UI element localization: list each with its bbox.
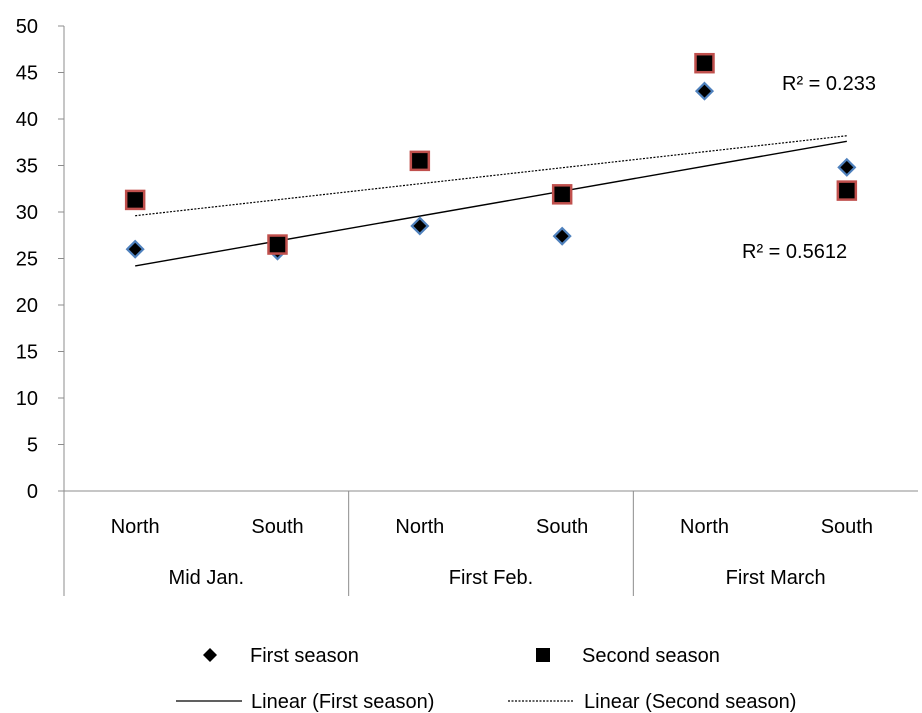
data-points [124,52,858,261]
legend-marker-second-season [536,648,550,662]
y-tick-label: 0 [27,481,38,503]
r2-label: R² = 0.5612 [742,241,847,263]
x-category-label: North [395,516,444,538]
y-tick-label: 50 [16,16,38,38]
trendline-second-season [135,135,847,217]
legend-label: Second season [582,645,720,667]
x-category-label: South [536,516,588,538]
legend-label: First season [250,645,359,667]
trendline-first-season [135,140,847,267]
legend-label: Linear (Second season) [584,691,796,713]
first-season-point [837,157,857,177]
y-tick-label: 35 [16,156,38,178]
second-season-point [267,234,288,255]
y-tick-label: 5 [27,435,38,457]
legend-label: Linear (First season) [251,691,434,713]
first-season-point [410,216,430,236]
x-group-label: First Feb. [449,567,533,589]
second-season-point [124,189,146,211]
y-tick-label: 25 [16,249,38,271]
second-season-point [551,184,573,205]
second-season-point [836,180,858,201]
y-tick-label: 45 [16,63,38,85]
r-squared-labels: R² = 0.5612 R² = 0.233 [742,73,876,263]
first-season-point [694,81,715,101]
x-category-label: South [251,516,303,538]
first-season-point [552,226,572,246]
y-tick-label: 15 [16,342,38,364]
legend: First season Second season Linear (First s… [176,645,796,713]
r2-label: R² = 0.233 [782,73,876,95]
x-category-label: South [821,516,873,538]
legend-marker-first-season [203,648,217,662]
y-tick-label: 10 [16,388,38,410]
second-season-point [694,52,715,74]
x-group-label: First March [726,567,826,589]
second-season-point [409,150,431,172]
axes [63,26,918,596]
x-group-label: Mid Jan. [169,567,245,589]
x-category-label: North [680,516,729,538]
y-tick-label: 20 [16,295,38,317]
y-tick-label: 40 [16,109,38,131]
trendlines [135,135,847,267]
y-tick-label: 30 [16,202,38,224]
x-axis-categories: North South North South North South Mid Jan. Fi… [111,491,873,596]
y-axis-ticks: 0 5 10 15 20 25 30 35 40 45 50 [16,16,64,503]
first-season-point [125,239,145,259]
x-category-label: North [111,516,160,538]
